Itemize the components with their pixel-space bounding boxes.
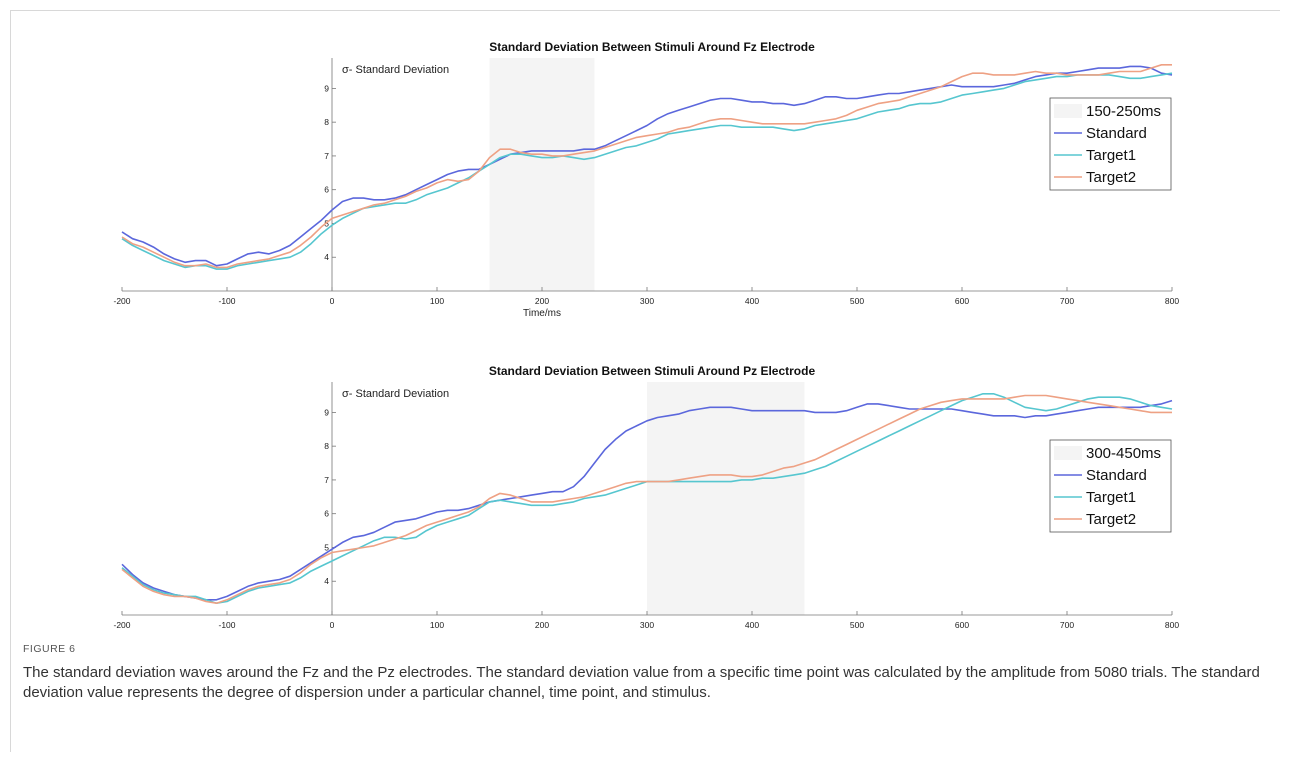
fz-legend-label-target1: Target1 bbox=[1086, 147, 1136, 164]
pz-x-tick-label: 200 bbox=[535, 620, 549, 630]
pz-chart-title: Standard Deviation Between Stimuli Aroun… bbox=[489, 364, 816, 378]
pz-series-target2 bbox=[121, 394, 1172, 605]
fz-legend-label-window: 150-250ms bbox=[1086, 103, 1161, 120]
pz-y-tick-label: 4 bbox=[324, 576, 329, 586]
fz-x-tick-label: 700 bbox=[1060, 296, 1074, 306]
fz-x-tick-label: 400 bbox=[745, 296, 759, 306]
pz-y-tick-label: 7 bbox=[324, 475, 329, 485]
pz-chart: -200 -100 0 100 200 300 400 500 600 700 800 4 5 6 7 8 9 S… bbox=[113, 364, 1179, 630]
fz-legend-swatch-window bbox=[1054, 104, 1082, 118]
fz-legend: 150-250ms Standard Target1 Target2 bbox=[1049, 97, 1172, 191]
fz-x-tick-label: 800 bbox=[1165, 296, 1179, 306]
pz-x-tick-label: -100 bbox=[218, 620, 235, 630]
fz-chart: -200 -100 0 100 200 300 400 500 600 700 800456789S… bbox=[113, 40, 1179, 319]
fz-x-tick-label: 100 bbox=[430, 296, 444, 306]
pz-x-tick-label: 600 bbox=[955, 620, 969, 630]
pz-x-tick-label: -200 bbox=[113, 620, 130, 630]
pz-x-tick-label: 0 bbox=[330, 620, 335, 630]
fz-xlabel: Time/ms bbox=[523, 308, 561, 319]
fz-shaded-window bbox=[489, 58, 595, 291]
pz-x-tick-label: 300 bbox=[640, 620, 654, 630]
figure-label: FIGURE 6 bbox=[23, 643, 76, 655]
figure-frame bbox=[10, 10, 1280, 752]
pz-y-tick-label: 9 bbox=[324, 407, 329, 417]
fz-y-tick-label: 7 bbox=[324, 151, 329, 161]
pz-y-tick-label: 5 bbox=[324, 542, 329, 552]
pz-legend-label-target1: Target1 bbox=[1086, 489, 1136, 506]
figure-charts: -200 -100 0 100 200 300 400 500 600 700 800 4 5 6 7 8 9 S… bbox=[113, 40, 1179, 630]
figure-caption-text: The standard deviation waves around the … bbox=[23, 664, 1260, 701]
pz-legend-label-target2: Target2 bbox=[1086, 511, 1136, 528]
fz-y-tick-label: 8 bbox=[324, 117, 329, 127]
fz-x-tick-label: 0 bbox=[330, 296, 335, 306]
fz-y-tick-label: 6 bbox=[324, 185, 329, 195]
fz-x-tick-label: -100 bbox=[218, 296, 235, 306]
pz-legend-label-standard: Standard bbox=[1086, 467, 1147, 484]
fz-legend-label-target2: Target2 bbox=[1086, 169, 1136, 186]
fz-ylabel: σ- Standard Deviation bbox=[342, 64, 449, 76]
pz-legend-swatch-window bbox=[1054, 446, 1082, 460]
fz-series-target2 bbox=[121, 64, 1172, 269]
pz-y-tick-label: 6 bbox=[324, 509, 329, 519]
fz-x-tick-label: 300 bbox=[640, 296, 654, 306]
pz-y-tick-label: 8 bbox=[324, 441, 329, 451]
pz-x-tick-label: 700 bbox=[1060, 620, 1074, 630]
fz-x-tick-label: 600 bbox=[955, 296, 969, 306]
fz-x-tick-label: -200 bbox=[113, 296, 130, 306]
fz-y-tick-label: 9 bbox=[324, 83, 329, 93]
fz-chart-title: Standard Deviation Between Stimuli Aroun… bbox=[489, 40, 815, 54]
pz-x-tick-label: 400 bbox=[745, 620, 759, 630]
pz-shaded-window bbox=[647, 382, 805, 615]
pz-series-standard bbox=[121, 399, 1173, 601]
pz-x-tick-label: 500 bbox=[850, 620, 864, 630]
pz-legend-label-window: 300-450ms bbox=[1086, 445, 1161, 462]
pz-legend: 300-450ms Standard Target1 Target2 bbox=[1049, 439, 1172, 533]
pz-ylabel: σ- Standard Deviation bbox=[342, 388, 449, 400]
figure-caption: FIGURE 6 The standard deviation waves ar… bbox=[23, 643, 1268, 703]
fz-series-standard bbox=[121, 65, 1173, 267]
fz-y-tick-label: 4 bbox=[324, 252, 329, 262]
fz-x-tick-label: 200 bbox=[535, 296, 549, 306]
fz-x-tick-label: 500 bbox=[850, 296, 864, 306]
pz-x-tick-label: 100 bbox=[430, 620, 444, 630]
fz-legend-label-standard: Standard bbox=[1086, 125, 1147, 142]
fz-series-target1 bbox=[121, 72, 1173, 270]
pz-x-tick-label: 800 bbox=[1165, 620, 1179, 630]
